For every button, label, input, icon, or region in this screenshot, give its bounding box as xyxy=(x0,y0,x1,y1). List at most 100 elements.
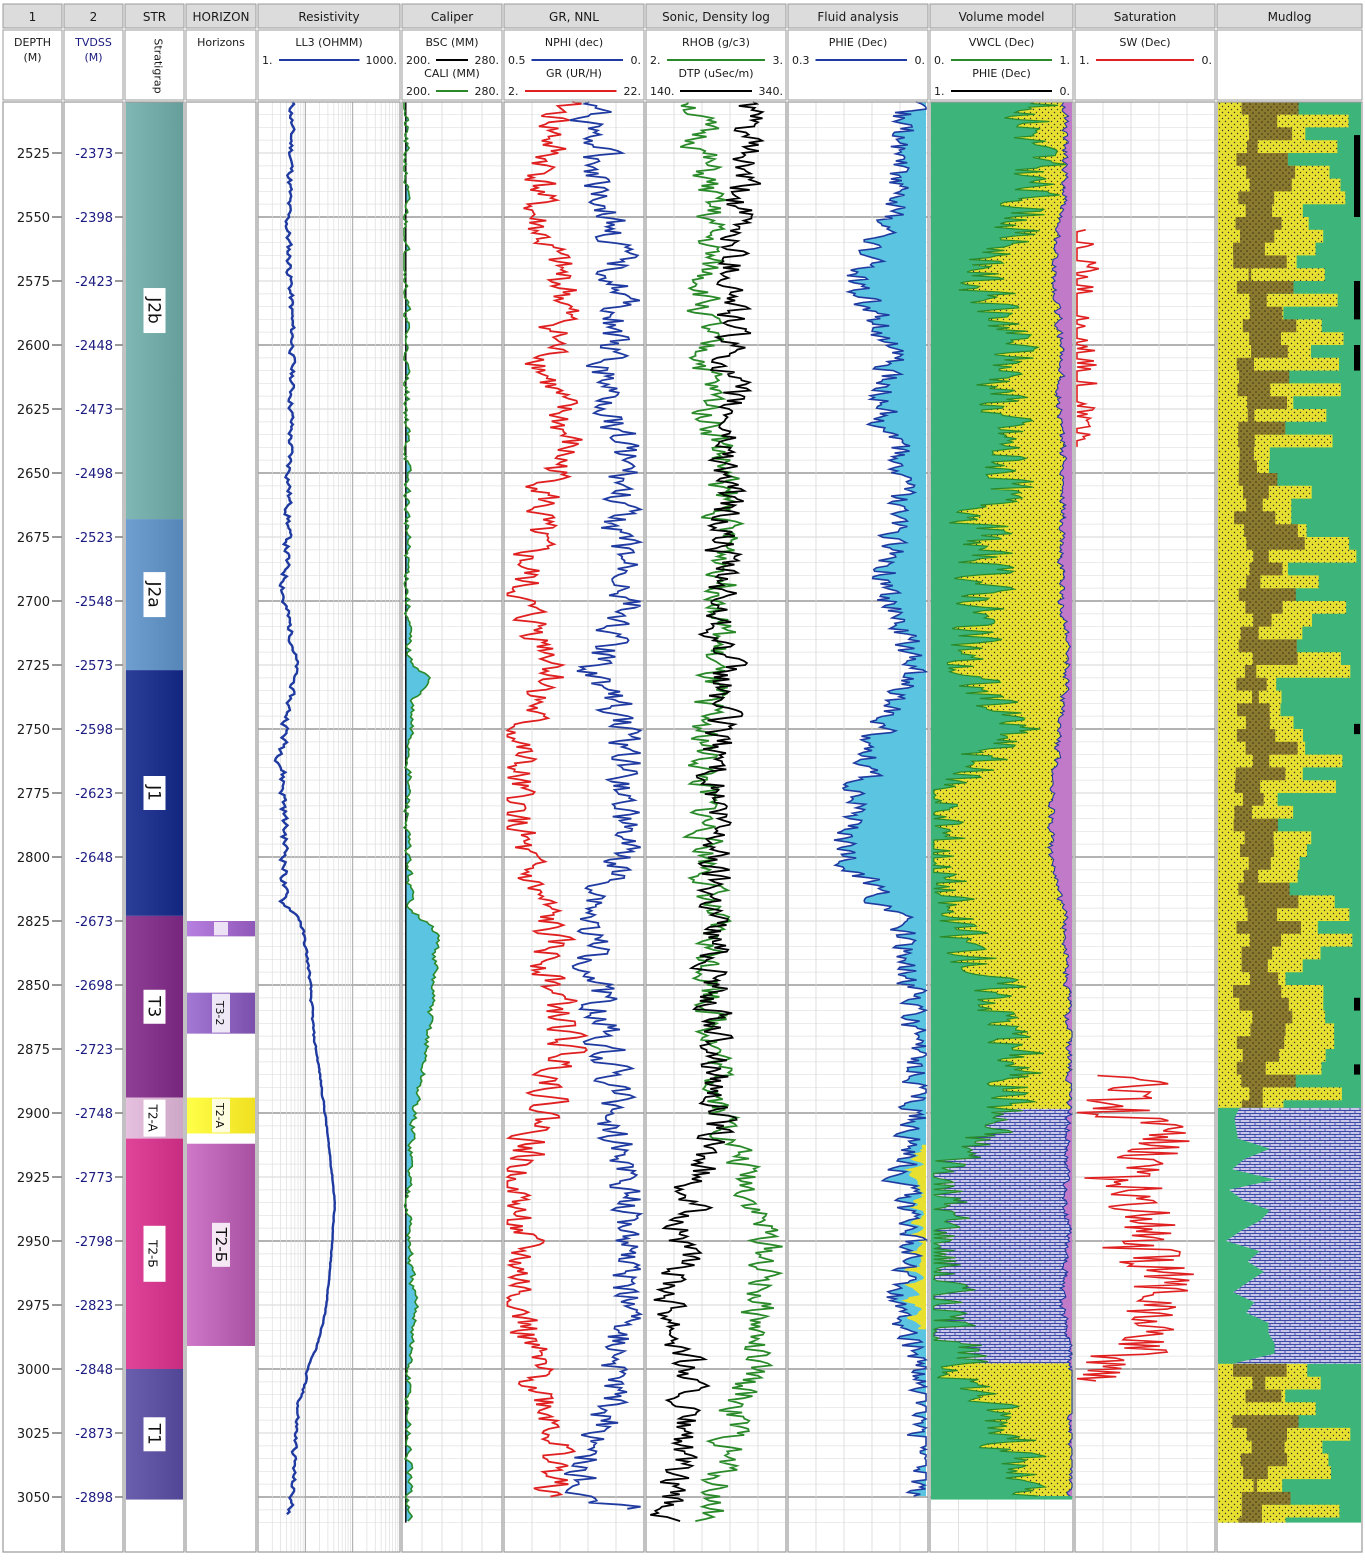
curve-scale-left-bsc: 200. xyxy=(406,54,431,67)
tvd-label: -2398 xyxy=(75,211,113,226)
curve-scale-right-nphi: 0. xyxy=(631,54,642,67)
tvd-label: -2748 xyxy=(75,1107,113,1122)
track-title-box-fluid xyxy=(787,3,929,29)
track-title-tvd: 2 xyxy=(90,10,98,24)
strat-label: T3 xyxy=(144,995,164,1017)
curve-name-rhob: RHOB (g/c3) xyxy=(682,36,750,49)
tvd-label: -2423 xyxy=(75,275,113,290)
track-header-box-fluid xyxy=(787,29,929,101)
series-line-sw xyxy=(1076,229,1099,447)
depth-label: 2925 xyxy=(17,1171,50,1186)
curve-scale-left-ll3: 1. xyxy=(262,54,273,67)
track-body-res xyxy=(258,102,400,1552)
mudlog-carbonate xyxy=(1226,1107,1361,1364)
track-title-mud: Mudlog xyxy=(1268,10,1312,24)
track-header-box-depth xyxy=(2,29,63,101)
strat-label-box xyxy=(143,288,166,334)
curve-scale-left-phie_v: 1. xyxy=(934,85,945,98)
depth-label: 2750 xyxy=(17,723,50,738)
strat-label: T2-Б xyxy=(146,1239,160,1268)
curve-scale-left-sw: 1. xyxy=(1079,54,1090,67)
tvd-label: -2773 xyxy=(75,1171,113,1186)
strat-label: J2b xyxy=(144,296,164,324)
strat-label-box xyxy=(143,572,166,618)
tvd-label: -2798 xyxy=(75,1235,113,1250)
track-header-box-res xyxy=(257,29,401,101)
strat-label-box xyxy=(143,1225,166,1282)
depth-label: 2775 xyxy=(17,787,50,802)
strat-label: J1 xyxy=(144,784,164,801)
series-line-dtp xyxy=(650,101,766,1522)
depth-label: 2575 xyxy=(17,275,50,290)
track-title-box-gr xyxy=(503,3,645,29)
depth-label: 2700 xyxy=(17,595,50,610)
mudlog-coal xyxy=(1354,723,1360,735)
track-curves xyxy=(273,100,1194,1523)
curve-scale-right-bsc: 280. xyxy=(475,54,500,67)
curve-scale-right-phie_v: 0. xyxy=(1060,85,1071,98)
curve-scale-right-vwcl: 1. xyxy=(1060,54,1071,67)
strat-label-box xyxy=(143,1417,166,1452)
track-header-tvd-0: TVDSS xyxy=(74,36,112,49)
strat-label-box xyxy=(143,776,166,810)
track-body-gr xyxy=(504,102,644,1552)
strat-label: T2-A xyxy=(146,1103,160,1132)
track-title-hor: HORIZON xyxy=(193,10,250,24)
depth-label: 2675 xyxy=(17,531,50,546)
series-line-vwcl xyxy=(932,101,1067,1497)
track-body-son xyxy=(646,102,786,1552)
tvd-label: -2823 xyxy=(75,1299,113,1314)
tvd-label: -2448 xyxy=(75,339,113,354)
track-header-box-tvd xyxy=(63,29,124,101)
depth-label: 2800 xyxy=(17,851,50,866)
track-header-box-gr xyxy=(503,29,645,101)
track-title-son: Sonic, Density log xyxy=(662,10,770,24)
curve-scale-right-cali: 280. xyxy=(475,85,500,98)
track-title-box-depth xyxy=(2,3,63,29)
depth-label: 2550 xyxy=(17,211,50,226)
track-header-str: Stratigrap xyxy=(152,38,165,93)
tvd-label: -2673 xyxy=(75,915,113,930)
track-title-fluid: Fluid analysis xyxy=(817,10,898,24)
track-title-sat: Saturation xyxy=(1114,10,1177,24)
curve-scale-right-dtp: 340. xyxy=(759,85,784,98)
tvd-label: -2623 xyxy=(75,787,113,802)
series-line-phie-fluid xyxy=(832,101,929,1497)
curve-name-bsc: BSC (MM) xyxy=(425,36,478,49)
tvd-label: -2473 xyxy=(75,403,113,418)
horizon-label: T3-2 xyxy=(213,1000,226,1026)
mudlog-coal xyxy=(1354,997,1360,1011)
track-labels: 2525 -2373 2550 -2398 2575 -2423 2600 -2448 2625… xyxy=(17,147,230,1506)
curve-scale-left-cali: 200. xyxy=(406,85,431,98)
mudlog-siltstone xyxy=(1232,1363,1299,1523)
track-title-depth: 1 xyxy=(29,10,37,24)
curve-scale-left-phie_f: 0.3 xyxy=(792,54,810,67)
depth-label: 3050 xyxy=(17,1491,50,1506)
depth-label: 2525 xyxy=(17,147,50,162)
track-title-box-res xyxy=(257,3,401,29)
volume-porosity-fill xyxy=(1047,101,1072,1496)
track-borders xyxy=(2,101,1363,1553)
track-header-box-son xyxy=(645,29,787,101)
series-line-nphi xyxy=(563,100,644,1510)
track-title-box-son xyxy=(645,3,787,29)
track-body-depth xyxy=(3,102,62,1552)
curve-name-gr: GR (UR/H) xyxy=(546,67,602,80)
track-title-box-vol xyxy=(929,3,1074,29)
curve-name-nphi: NPHI (dec) xyxy=(545,36,603,49)
curve-name-vwcl: VWCL (Dec) xyxy=(969,36,1035,49)
depth-label: 2650 xyxy=(17,467,50,482)
strat-label: T1 xyxy=(144,1423,164,1445)
fluid-water-fill xyxy=(834,101,926,1496)
curve-scale-right-phie_f: 0. xyxy=(915,54,926,67)
curve-scale-right-sw: 0. xyxy=(1202,54,1213,67)
track-title-str: STR xyxy=(143,10,166,24)
track-title-res: Resistivity xyxy=(298,10,359,24)
mudlog-coal xyxy=(1354,345,1360,371)
series-line-sw xyxy=(1076,1074,1194,1382)
track-title-box-hor xyxy=(185,3,257,29)
tvd-label: -2873 xyxy=(75,1427,113,1442)
track-header-box-hor xyxy=(185,29,257,101)
depth-label: 2825 xyxy=(17,915,50,930)
track-title-box-sat xyxy=(1074,3,1216,29)
